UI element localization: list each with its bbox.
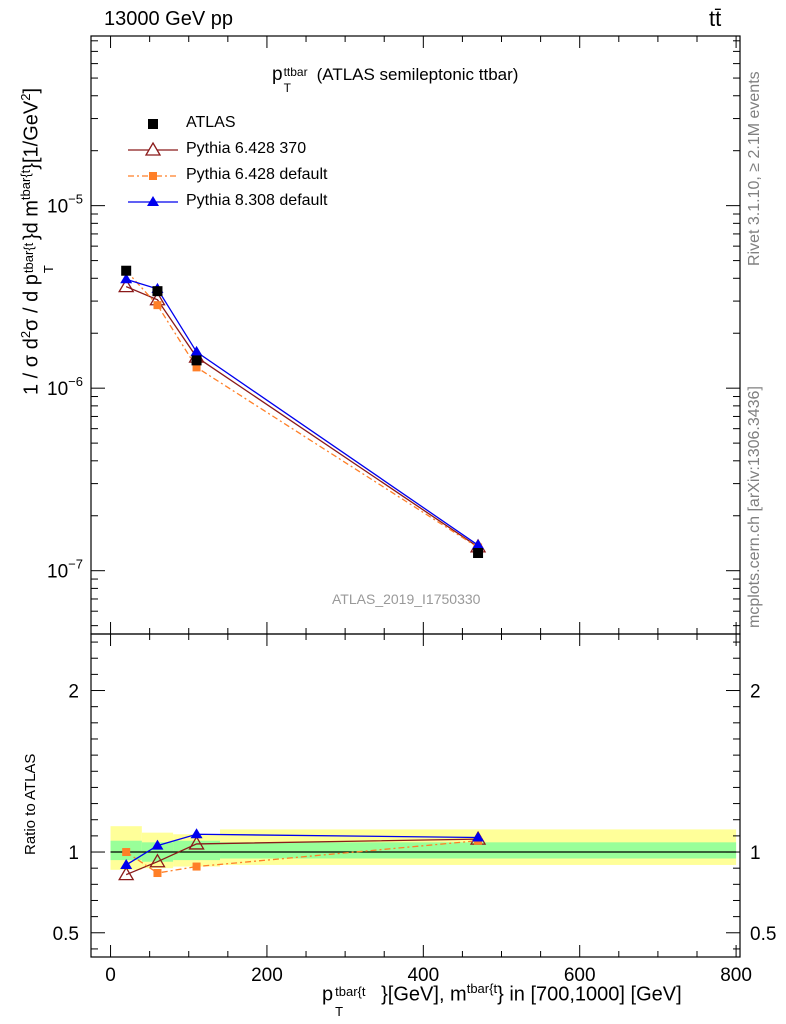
- title-rest: (ATLAS semileptonic ttbar): [316, 65, 519, 84]
- ratio-band-inner: [220, 842, 737, 859]
- main-point-3: [472, 539, 485, 550]
- legend-item-pythia6-370: Pythia 6.428 370: [128, 138, 388, 162]
- ratio-y-ticks: 0.5 0.5 1 1 2 2: [53, 641, 776, 950]
- ratio-point-2: [122, 848, 131, 857]
- series-3: [120, 273, 485, 869]
- main-point-3: [190, 345, 203, 356]
- ratio-point-2: [192, 862, 201, 871]
- x-tick-label: 400: [407, 965, 439, 986]
- main-point-1: [118, 278, 135, 293]
- ratio-point-3: [151, 839, 164, 850]
- atlas-data-point: [121, 265, 132, 276]
- legend-pythia6-default-label: Pythia 6.428 default: [186, 166, 328, 183]
- legend: ATLAS Pythia 6.428 370 Pythia 6.428 defa…: [128, 112, 388, 216]
- ratio-y-tick-label: 2: [68, 682, 79, 703]
- legend-pythia6-default-marker: [128, 172, 178, 180]
- ratio-panel-frame: [90, 633, 741, 958]
- legend-item-pythia8-default: Pythia 8.308 default: [128, 190, 388, 214]
- main-line-1: [125, 286, 479, 548]
- ratio-y-tick-label-right: 2: [750, 682, 761, 703]
- atlas-data-point: [152, 286, 163, 297]
- main-panel-frame: [90, 35, 741, 635]
- series-atlas: [121, 265, 484, 559]
- x-ticks: 0 200 400 600 800: [105, 36, 752, 986]
- main-point-2: [192, 363, 201, 372]
- ratio-point-1: [149, 853, 166, 868]
- series-1: [118, 278, 487, 881]
- main-y-tick-label: 10−5: [47, 192, 83, 218]
- analysis-label: ATLAS_2019_I1750330: [332, 591, 481, 607]
- legend-item-pythia6-default: Pythia 6.428 default: [128, 164, 388, 188]
- chart-title: p ttbar T (ATLAS semileptonic ttbar): [272, 64, 519, 95]
- main-line-2: [125, 270, 479, 549]
- main-point-3: [120, 273, 133, 284]
- ratio-y-tick-label: 0.5: [53, 924, 79, 945]
- legend-pythia6-370-marker: [128, 141, 178, 156]
- header-right-label: tt̄: [709, 6, 722, 31]
- ratio-y-tick-label-right: 0.5: [750, 924, 776, 945]
- ratio-point-3: [120, 858, 133, 869]
- main-line-3: [125, 278, 479, 546]
- atlas-data-point: [191, 355, 202, 366]
- legend-item-atlas: ATLAS: [128, 112, 388, 136]
- legend-atlas-label: ATLAS: [186, 114, 236, 131]
- ratio-line-3: [125, 833, 479, 866]
- main-y-ticks: 10−7 10−6 10−5: [47, 40, 740, 627]
- ratio-point-3: [190, 828, 203, 839]
- x-tick-label: 200: [251, 965, 283, 986]
- x-tick-label: 600: [564, 965, 596, 986]
- x-tick-label: 800: [720, 965, 752, 986]
- ratio-band-inner: [173, 840, 221, 861]
- ratio-bands: [110, 826, 737, 870]
- main-y-tick-label: 10−7: [47, 557, 83, 583]
- series-2: [122, 266, 483, 878]
- ratio-point-2: [153, 869, 162, 878]
- ratio-y-tick-label: 1: [68, 843, 79, 864]
- legend-pythia8-default-marker: [128, 196, 178, 206]
- title-sup: ttbar: [283, 65, 308, 79]
- ratio-point-1: [188, 835, 205, 850]
- ratio-point-3: [472, 831, 485, 842]
- main-y-tick-label: 10−6: [47, 374, 83, 400]
- ratio-point-1: [118, 866, 135, 881]
- ratio-y-tick-label-right: 1: [750, 843, 761, 864]
- x-axis-label: p tbar{t T}[GeV], mtbar{t} in [700,1000] […: [322, 981, 682, 1019]
- x-tick-label: 0: [105, 965, 116, 986]
- main-point-2: [153, 301, 162, 310]
- title-sub: T: [283, 81, 291, 95]
- header-left-label: 13000 GeV pp: [104, 8, 233, 30]
- legend-pythia8-default-label: Pythia 8.308 default: [186, 192, 328, 209]
- legend-pythia6-370-label: Pythia 6.428 370: [186, 140, 307, 157]
- ratio-line-1: [125, 838, 479, 876]
- legend-atlas-marker: [148, 119, 158, 129]
- title-symbol: p: [272, 64, 283, 85]
- atlas-data-point: [473, 548, 484, 559]
- ratio-line-2: [125, 840, 479, 874]
